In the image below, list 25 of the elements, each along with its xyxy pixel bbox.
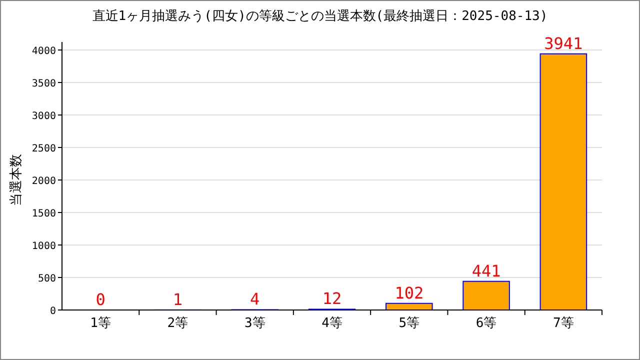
x-tick-label: 1等 — [90, 316, 111, 331]
data-label: 3941 — [544, 34, 583, 53]
y-tick-label: 1000 — [32, 241, 56, 252]
data-label: 0 — [96, 290, 106, 309]
y-tick-label: 3500 — [32, 78, 56, 90]
y-axis-title: 当選本数 — [9, 154, 24, 206]
data-label: 12 — [322, 289, 342, 308]
x-tick-label: 5等 — [398, 316, 420, 331]
x-tick-label: 6等 — [476, 316, 497, 331]
y-tick-label: 0 — [50, 306, 56, 317]
data-label: 441 — [472, 261, 501, 280]
y-tick-label: 2000 — [32, 176, 56, 187]
y-tick-label: 3000 — [32, 111, 56, 122]
x-tick-label: 4等 — [322, 316, 342, 331]
data-label: 1 — [172, 290, 183, 309]
chart-title: 直近1ヶ月抽選みう(四女)の等級ごとの当選本数(最終抽選日：2025-08-13) — [92, 9, 548, 24]
y-tick-label: 500 — [38, 274, 56, 284]
x-tick-label: 3等 — [244, 316, 266, 331]
data-label: 4 — [250, 290, 260, 309]
y-tick-label: 1500 — [32, 208, 56, 220]
x-tick-label: 2等 — [167, 316, 188, 331]
data-label: 102 — [394, 283, 424, 302]
y-tick-label: 4000 — [32, 46, 56, 57]
x-tick-label: 7等 — [553, 316, 574, 331]
y-tick-label: 2500 — [32, 144, 56, 154]
